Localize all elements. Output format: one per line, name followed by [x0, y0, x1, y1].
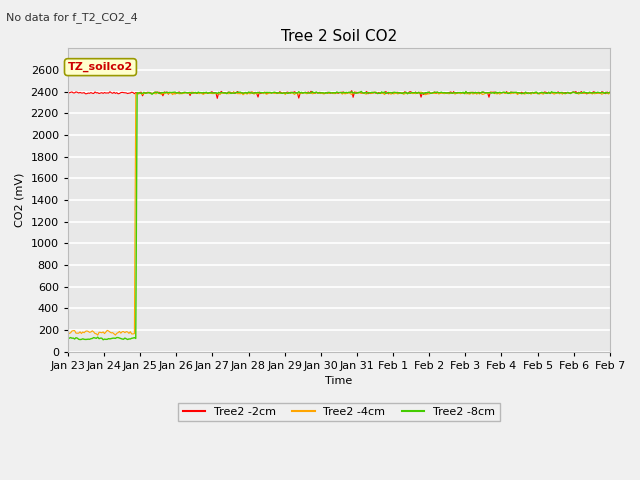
Line: Tree2 -2cm: Tree2 -2cm: [68, 91, 610, 98]
Tree2 -8cm: [99, 337, 107, 343]
Tree2 -4cm: [606, 90, 614, 96]
Tree2 -8cm: [242, 90, 250, 96]
Tree2 -8cm: [357, 89, 365, 95]
Tree2 -8cm: [280, 90, 287, 96]
Tree2 -2cm: [408, 89, 415, 95]
Text: TZ_soilco2: TZ_soilco2: [68, 62, 133, 72]
Tree2 -2cm: [280, 89, 287, 95]
Tree2 -4cm: [458, 90, 466, 96]
Line: Tree2 -8cm: Tree2 -8cm: [68, 92, 610, 340]
Tree2 -8cm: [64, 336, 72, 341]
Tree2 -4cm: [461, 89, 468, 95]
Line: Tree2 -4cm: Tree2 -4cm: [68, 92, 610, 335]
Tree2 -4cm: [282, 92, 289, 97]
Tree2 -8cm: [606, 90, 614, 96]
Tree2 -2cm: [129, 90, 137, 96]
Tree2 -8cm: [461, 91, 468, 96]
Tree2 -4cm: [408, 90, 415, 96]
Tree2 -2cm: [458, 90, 466, 96]
Tree2 -4cm: [242, 91, 250, 96]
Tree2 -4cm: [249, 89, 257, 95]
Tree2 -4cm: [131, 331, 138, 336]
Tree2 -8cm: [408, 90, 415, 96]
Tree2 -4cm: [64, 330, 72, 336]
Legend: Tree2 -2cm, Tree2 -4cm, Tree2 -8cm: Tree2 -2cm, Tree2 -4cm, Tree2 -8cm: [178, 403, 500, 421]
Tree2 -2cm: [348, 88, 356, 94]
Text: No data for f_T2_CO2_4: No data for f_T2_CO2_4: [6, 12, 138, 23]
Tree2 -8cm: [458, 90, 466, 96]
Tree2 -2cm: [606, 89, 614, 95]
Title: Tree 2 Soil CO2: Tree 2 Soil CO2: [281, 29, 397, 44]
X-axis label: Time: Time: [325, 376, 353, 386]
Tree2 -2cm: [213, 96, 221, 101]
Y-axis label: CO2 (mV): CO2 (mV): [15, 173, 25, 227]
Tree2 -2cm: [64, 90, 72, 96]
Tree2 -2cm: [242, 90, 250, 96]
Tree2 -4cm: [94, 332, 102, 338]
Tree2 -8cm: [131, 335, 138, 340]
Tree2 -2cm: [461, 90, 468, 96]
